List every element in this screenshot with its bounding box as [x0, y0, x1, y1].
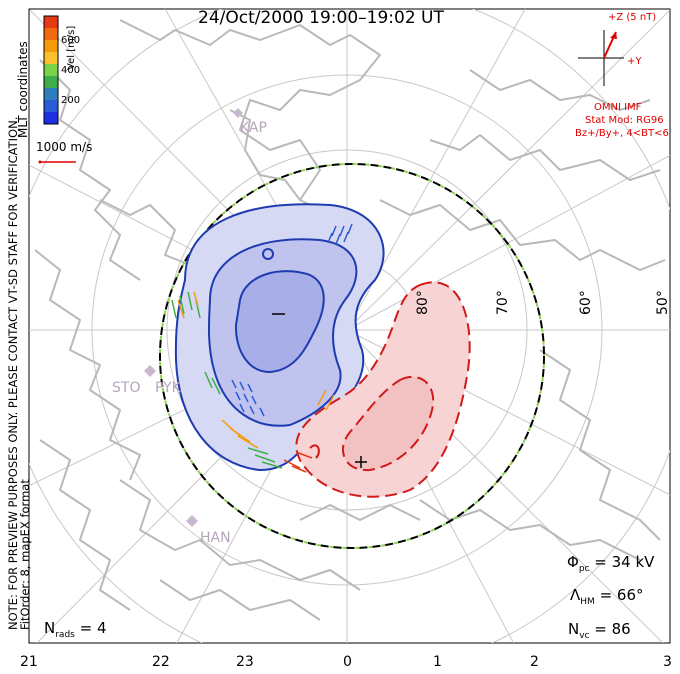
imf-condition: Bz+/By+, 4<BT<6: [575, 128, 669, 139]
velocity-vectors: [171, 223, 353, 473]
station-label-pyk: PYK: [155, 380, 181, 396]
stat-lambda-hm: ΛHM = 66°: [570, 586, 644, 607]
stat-n-rads: Nrads = 4: [44, 619, 107, 640]
mlt-tick-21: 21: [20, 654, 38, 670]
stat-n-rads-sub: rads: [55, 630, 75, 640]
latitude-label-80: 80°: [415, 290, 431, 315]
stat-phi-pc: Φpc = 34 kV: [567, 553, 654, 574]
colorbar-label: Vel [m/s]: [66, 25, 77, 70]
imf-y-label: +Y: [627, 56, 642, 67]
velocity-scale-bar: [38, 160, 76, 164]
mlt-tick-23: 23: [236, 654, 254, 670]
latitude-label-60: 60°: [578, 290, 594, 315]
fit-order-note: FitOrder: 8, mapEX format: [18, 479, 32, 630]
stat-lambda-hm-sub: HM: [580, 597, 595, 607]
colorbar-tick-200: 200: [61, 95, 81, 106]
positive-potential-cell: [295, 281, 471, 498]
imf-z-label: +Z (5 nT): [608, 12, 657, 23]
velocity-colorbar: [43, 15, 59, 125]
mlt-tick-2: 2: [530, 654, 539, 670]
negative-potential-cell: [174, 203, 385, 472]
mlt-tick-1: 1: [433, 654, 442, 670]
stat-lambda-hm-symbol: Λ: [570, 586, 581, 604]
imf-stat-mod: Stat Mod: RG96: [585, 115, 664, 126]
latitude-label-70: 70°: [495, 290, 511, 315]
stat-phi-pc-symbol: Φ: [567, 553, 579, 571]
stat-phi-pc-sub: pc: [578, 564, 590, 574]
stat-n-vc-value: = 86: [594, 620, 631, 638]
latitude-label-50: 50°: [655, 290, 671, 315]
stat-n-vc-sub: vc: [579, 631, 590, 641]
stat-n-rads-symbol: N: [44, 619, 56, 637]
mlt-tick-22: 22: [152, 654, 170, 670]
station-label-sto: STO: [112, 380, 141, 396]
station-label-kap: KAP: [240, 120, 267, 136]
imf-dial: [578, 30, 624, 86]
stat-n-vc-symbol: N: [568, 620, 580, 638]
velocity-scale-label: 1000 m/s: [36, 140, 93, 154]
colorbar-tick-400: 400: [61, 65, 81, 76]
stat-lambda-hm-value: = 66°: [599, 586, 644, 604]
colorbar-tick-600: 600: [61, 35, 81, 46]
mlt-tick-3: 3: [663, 654, 672, 670]
stat-n-rads-value: = 4: [79, 619, 107, 637]
map-title: 24/Oct/2000 19:00–19:02 UT: [198, 8, 444, 28]
imf-source: OMNI IMF: [594, 102, 642, 113]
station-markers: [144, 108, 243, 527]
station-label-han: HAN: [200, 530, 231, 546]
stat-phi-pc-value: = 34 kV: [594, 553, 655, 571]
mlt-tick-0: 0: [343, 654, 352, 670]
positive-cell-marker: [355, 456, 367, 468]
stat-n-vc: Nvc = 86: [568, 620, 631, 641]
